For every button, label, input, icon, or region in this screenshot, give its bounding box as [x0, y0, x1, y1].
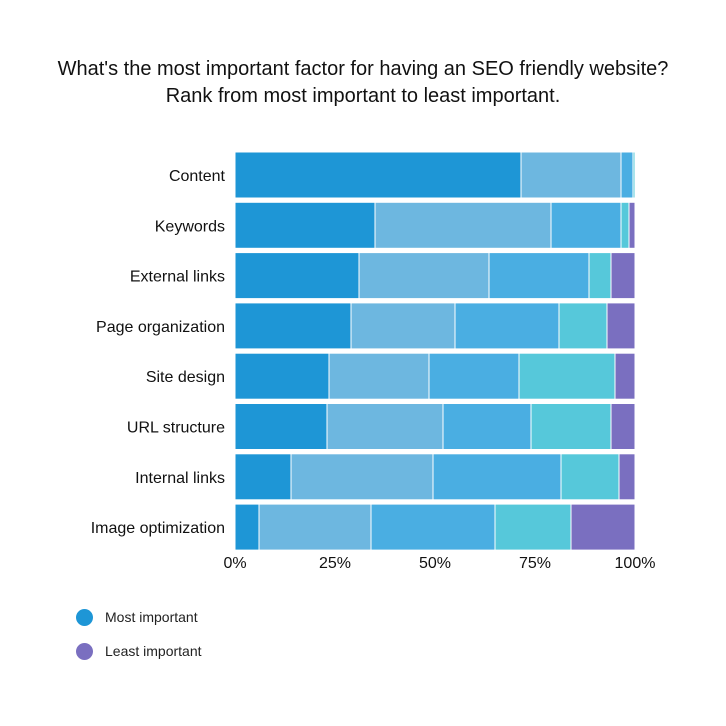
bar-segment-external-links-3 [488, 252, 590, 300]
x-tick-label-3: 75% [519, 555, 551, 572]
stacked-bar-chart: Content Keywords External links Page organi… [91, 151, 656, 572]
bar-segment-image-optimization-1 [234, 503, 260, 551]
bar-segment-external-links-4 [588, 252, 612, 300]
bar-segment-page-organization-2 [350, 302, 456, 350]
bar-segment-keywords-2 [374, 201, 552, 249]
bar-segment-url-structure-2 [326, 403, 444, 450]
x-tick-label-0: 0% [223, 555, 246, 572]
bar-segment-image-optimization-5 [570, 503, 636, 551]
category-label-internal-links: Internal links [135, 470, 225, 487]
category-label-content: Content [169, 168, 226, 185]
chart-title: What's the most important factor for hav… [57, 58, 669, 107]
bar-segment-image-optimization-2 [258, 503, 372, 551]
category-label-external-links: External links [130, 269, 225, 286]
bar-segment-page-organization-5 [606, 302, 636, 350]
bar-segment-site-design-3 [428, 352, 520, 400]
legend-label-least-important: Least important [105, 643, 202, 659]
legend-swatch-least-important [76, 642, 93, 660]
bar-segment-internal-links-4 [560, 453, 620, 501]
bar-segment-external-links-2 [358, 252, 490, 300]
bar-segment-site-design-4 [518, 352, 616, 400]
bar-segment-site-design-5 [614, 352, 636, 400]
bar-segment-url-structure-1 [234, 403, 328, 450]
legend: Most important Least important [76, 600, 202, 668]
bar-segment-image-optimization-3 [370, 503, 496, 551]
bar-segment-page-organization-1 [234, 302, 352, 350]
bar-segment-content-1 [234, 151, 522, 199]
bar-segment-content-2 [520, 151, 622, 199]
legend-label-most-important: Most important [105, 609, 198, 625]
x-tick-label-1: 25% [319, 555, 351, 572]
x-tick-label-4: 100% [615, 555, 656, 572]
bar-segment-keywords-3 [550, 201, 622, 249]
legend-swatch-most-important [76, 608, 93, 626]
bar-segment-keywords-5 [628, 201, 636, 249]
legend-item-most-important: Most important [76, 600, 202, 634]
bar-segment-url-structure-4 [530, 403, 612, 450]
category-label-url-structure: URL structure [127, 420, 225, 437]
bar-segment-image-optimization-4 [494, 503, 572, 551]
bar-segment-page-organization-4 [558, 302, 608, 350]
bar-segment-keywords-4 [620, 201, 630, 249]
x-tick-label-2: 50% [419, 555, 451, 572]
legend-item-least-important: Least important [76, 634, 202, 668]
category-label-keywords: Keywords [155, 218, 225, 235]
category-label-site-design: Site design [146, 369, 225, 386]
bar-segment-page-organization-3 [454, 302, 560, 350]
bar-segment-content-4 [632, 151, 636, 199]
bar-segment-internal-links-5 [618, 453, 636, 501]
bar-segment-url-structure-5 [610, 403, 636, 450]
category-label-page-organization: Page organization [96, 319, 225, 336]
bar-segment-url-structure-3 [442, 403, 532, 450]
bar-segment-keywords-1 [234, 201, 376, 249]
category-label-image-optimization: Image optimization [91, 520, 225, 537]
bar-segment-external-links-1 [234, 252, 360, 300]
bar-segment-site-design-1 [234, 352, 330, 400]
bar-segment-internal-links-3 [432, 453, 562, 501]
bar-segment-content-3 [620, 151, 634, 199]
bar-segment-internal-links-2 [290, 453, 434, 501]
bar-segment-internal-links-1 [234, 453, 292, 501]
bar-segment-site-design-2 [328, 352, 430, 400]
bar-segment-external-links-5 [610, 252, 636, 300]
